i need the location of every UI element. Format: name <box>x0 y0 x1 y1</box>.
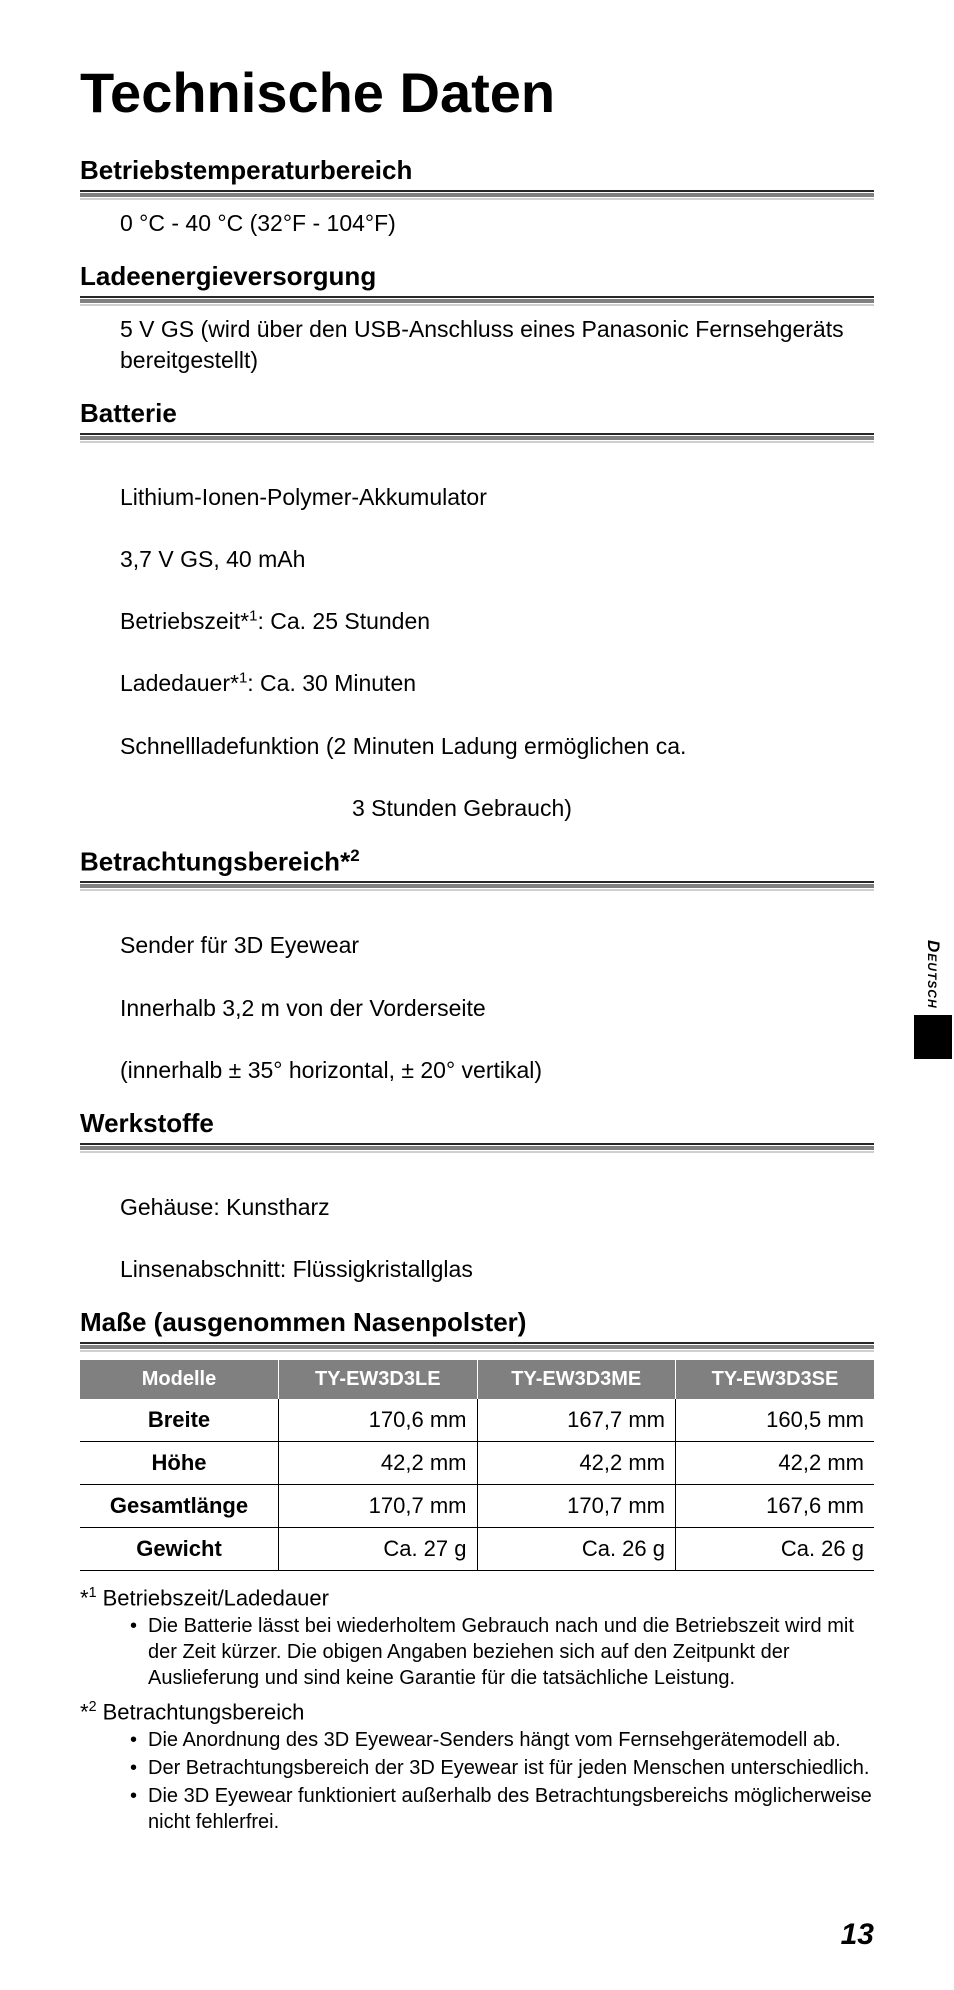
cell: 160,5 mm <box>676 1399 875 1442</box>
footnote-1-bullets: Die Batterie lässt bei wiederholtem Gebr… <box>80 1613 874 1691</box>
section-body-power: 5 V GS (wird über den USB-Anschluss eine… <box>80 314 874 376</box>
language-marker <box>914 1015 952 1059</box>
footnote-2: *2 Betrachtungsbereich Die Anordnung des… <box>80 1699 874 1835</box>
cell: Ca. 26 g <box>676 1527 875 1570</box>
section-heading-dims: Maße (ausgenommen Nasenpolster) <box>80 1307 874 1338</box>
footnote-bullet: Die Anordnung des 3D Eyewear-Senders hän… <box>130 1727 874 1753</box>
cell: Ca. 27 g <box>279 1527 478 1570</box>
section-body-temp: 0 °C - 40 °C (32°F - 104°F) <box>80 208 874 239</box>
language-tab: Deutsch <box>912 940 954 1059</box>
cell: 170,7 mm <box>477 1484 676 1527</box>
row-label: Breite <box>80 1399 279 1442</box>
table-header-row: Modelle TY-EW3D3LE TY-EW3D3ME TY-EW3D3SE <box>80 1360 874 1399</box>
footnote-2-bullets: Die Anordnung des 3D Eyewear-Senders hän… <box>80 1727 874 1835</box>
cell: 170,7 mm <box>279 1484 478 1527</box>
section-body-battery: Lithium-Ionen-Polymer-Akkumulator 3,7 V … <box>80 451 874 824</box>
footnote-1: *1 Betriebszeit/Ladedauer Die Batterie l… <box>80 1585 874 1691</box>
battery-line1: Lithium-Ionen-Polymer-Akkumulator <box>120 484 487 510</box>
battery-line5: Schnellladefunktion (2 Minuten Ladung er… <box>120 733 686 759</box>
cell: Ca. 26 g <box>477 1527 676 1570</box>
table-row: Gesamtlänge 170,7 mm 170,7 mm 167,6 mm <box>80 1484 874 1527</box>
section-body-materials: Gehäuse: Kunstharz Linsenabschnitt: Flüs… <box>80 1161 874 1285</box>
col-header-0: Modelle <box>80 1360 279 1399</box>
section-heading-view: Betrachtungsbereich*2 <box>80 846 874 878</box>
language-label: Deutsch <box>923 940 943 1009</box>
footnote-bullet: Die 3D Eyewear funktioniert außerhalb de… <box>130 1783 874 1835</box>
cell: 42,2 mm <box>477 1441 676 1484</box>
view-line1: Sender für 3D Eyewear <box>120 932 359 958</box>
rule <box>80 1342 874 1350</box>
section-heading-battery: Batterie <box>80 398 874 429</box>
view-line3: (innerhalb ± 35° horizontal, ± 20° verti… <box>120 1057 542 1083</box>
row-label: Gesamtlänge <box>80 1484 279 1527</box>
cell: 42,2 mm <box>279 1441 478 1484</box>
footnote-bullet: Der Betrachtungsbereich der 3D Eyewear i… <box>130 1755 874 1781</box>
rule <box>80 1143 874 1151</box>
row-label: Höhe <box>80 1441 279 1484</box>
table-row: Gewicht Ca. 27 g Ca. 26 g Ca. 26 g <box>80 1527 874 1570</box>
rule <box>80 190 874 198</box>
section-heading-power: Ladeenergieversorgung <box>80 261 874 292</box>
rule <box>80 433 874 441</box>
page-title: Technische Daten <box>80 60 874 125</box>
rule <box>80 296 874 304</box>
materials-line1: Gehäuse: Kunstharz <box>120 1194 330 1220</box>
battery-line3: Betriebszeit*1: Ca. 25 Stunden <box>120 608 430 634</box>
col-header-1: TY-EW3D3LE <box>279 1360 478 1399</box>
battery-line2: 3,7 V GS, 40 mAh <box>120 546 305 572</box>
col-header-3: TY-EW3D3SE <box>676 1360 875 1399</box>
page-number: 13 <box>841 1918 874 1952</box>
view-line2: Innerhalb 3,2 m von der Vorderseite <box>120 995 486 1021</box>
section-heading-temp: Betriebstemperaturbereich <box>80 155 874 186</box>
footnote-bullet: Die Batterie lässt bei wiederholtem Gebr… <box>130 1613 874 1691</box>
cell: 167,6 mm <box>676 1484 875 1527</box>
battery-line6: 3 Stunden Gebrauch) <box>120 795 572 821</box>
col-header-2: TY-EW3D3ME <box>477 1360 676 1399</box>
table-row: Breite 170,6 mm 167,7 mm 160,5 mm <box>80 1399 874 1442</box>
row-label: Gewicht <box>80 1527 279 1570</box>
section-body-view: Sender für 3D Eyewear Innerhalb 3,2 m vo… <box>80 899 874 1085</box>
battery-line4: Ladedauer*1: Ca. 30 Minuten <box>120 670 416 696</box>
materials-line2: Linsenabschnitt: Flüssigkristallglas <box>120 1256 473 1282</box>
rule <box>80 881 874 889</box>
cell: 42,2 mm <box>676 1441 875 1484</box>
table-row: Höhe 42,2 mm 42,2 mm 42,2 mm <box>80 1441 874 1484</box>
cell: 167,7 mm <box>477 1399 676 1442</box>
dimensions-table: Modelle TY-EW3D3LE TY-EW3D3ME TY-EW3D3SE… <box>80 1360 874 1571</box>
cell: 170,6 mm <box>279 1399 478 1442</box>
section-heading-materials: Werkstoffe <box>80 1108 874 1139</box>
